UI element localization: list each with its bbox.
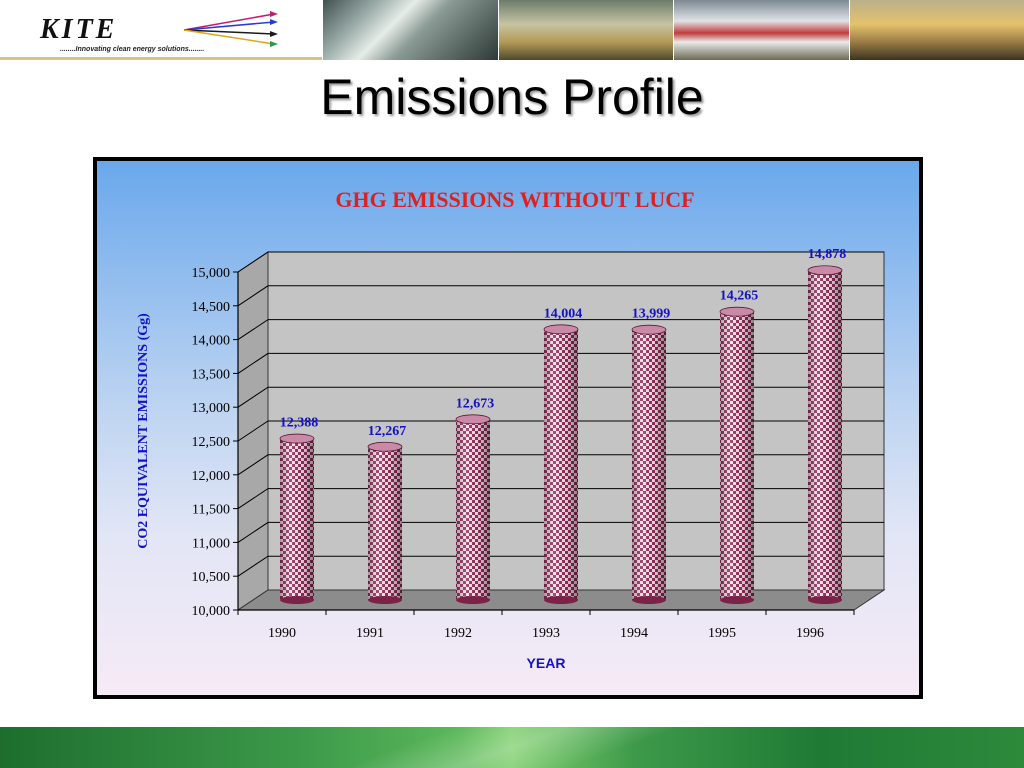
bar-base [720, 596, 754, 604]
landscape-photo [848, 0, 1024, 60]
slide-title: Emissions Profile [320, 69, 704, 125]
windmill-photo [497, 0, 673, 60]
y-tick-label: 12,000 [192, 469, 231, 484]
gas-tank-photo [673, 0, 849, 60]
bar-shade [456, 419, 490, 600]
bar-cap [719, 306, 755, 317]
emissions-bar-chart: 10,000 10,500 11,000 11,500 12,000 12,500 13,0… [136, 187, 886, 671]
gridline [237, 386, 884, 408]
gridline [237, 285, 884, 307]
y-tick-label: 12,500 [192, 435, 231, 450]
bar-cap [631, 324, 667, 335]
gridline [237, 319, 884, 341]
gridline [237, 251, 884, 273]
y-tick-label: 11,500 [192, 503, 230, 518]
x-tick-label: 1990 [268, 626, 296, 641]
x-tick-label: 1996 [796, 626, 824, 641]
y-tick-label: 15,000 [192, 266, 231, 281]
y-tick-label: 13,500 [192, 367, 231, 382]
bar-shade [280, 438, 314, 600]
logo-name: KITE [40, 14, 118, 45]
bar-cap [455, 414, 491, 425]
x-tick-label: 1991 [356, 626, 384, 641]
bar-cap [543, 324, 579, 335]
y-tick-label: 10,500 [192, 570, 231, 585]
bar-1990 [279, 433, 315, 604]
bar-base [280, 596, 314, 604]
x-tick-label: 1995 [708, 626, 736, 641]
bar-shade [720, 311, 754, 600]
bar-1991 [367, 441, 403, 604]
data-label: 14,265 [720, 289, 759, 304]
data-label: 12,267 [368, 424, 407, 439]
gridline [237, 488, 884, 510]
footer-sheen [0, 727, 1024, 768]
bar-shade [632, 329, 666, 600]
bar-shade [808, 270, 842, 600]
bar-shade [544, 329, 578, 600]
bar-cap [807, 265, 843, 276]
logo-tagline: ........Innovating clean energy solution… [60, 46, 205, 53]
y-tick-label: 11,000 [192, 536, 230, 551]
chart-title: GHG EMISSIONS WITHOUT LUCF [335, 187, 694, 212]
bar-shade [368, 446, 402, 600]
footer-band [0, 727, 1024, 768]
x-tick-label: 1992 [444, 626, 472, 641]
y-axis-title: CO2 EQUIVALENT EMISSIONS (Gg) [136, 313, 151, 549]
gridline [237, 420, 884, 442]
y-tick-label: 14,000 [192, 334, 231, 349]
data-label: 12,388 [280, 416, 319, 431]
y-tick-label: 13,000 [192, 401, 231, 416]
bar-cap [367, 441, 403, 452]
solar-panel-photo [322, 0, 498, 60]
data-label: 14,878 [808, 247, 847, 262]
gridline [237, 352, 884, 374]
bar-base [808, 596, 842, 604]
gridline [237, 555, 884, 577]
header-photo-strip [322, 0, 1024, 60]
gridline [237, 521, 884, 543]
y-tick-label: 14,500 [192, 300, 231, 315]
data-label: 14,004 [544, 306, 583, 321]
chart-frame: 10,000 10,500 11,000 11,500 12,000 12,500 13,0… [93, 157, 923, 699]
data-label: 12,673 [456, 396, 495, 411]
bar-base [456, 596, 490, 604]
bar-base [368, 596, 402, 604]
bar-base [544, 596, 578, 604]
gridline [237, 454, 884, 476]
bar-1994 [631, 324, 667, 604]
bar-cap [279, 433, 315, 444]
bar-base [632, 596, 666, 604]
bar-1993 [543, 324, 579, 604]
bar-1992 [455, 414, 491, 604]
x-axis-title: YEAR [527, 655, 566, 671]
bar-1995 [719, 306, 755, 604]
x-tick-label: 1994 [620, 626, 648, 641]
header-banner: KITE ........Innovating clean energy sol… [0, 0, 1024, 60]
y-tick-label: 10,000 [192, 604, 231, 619]
data-label: 13,999 [632, 307, 671, 322]
logo-arrows-icon [183, 11, 278, 47]
bar-1996 [807, 265, 843, 604]
logo: KITE ........Innovating clean energy sol… [0, 0, 322, 60]
x-tick-label: 1993 [532, 626, 560, 641]
